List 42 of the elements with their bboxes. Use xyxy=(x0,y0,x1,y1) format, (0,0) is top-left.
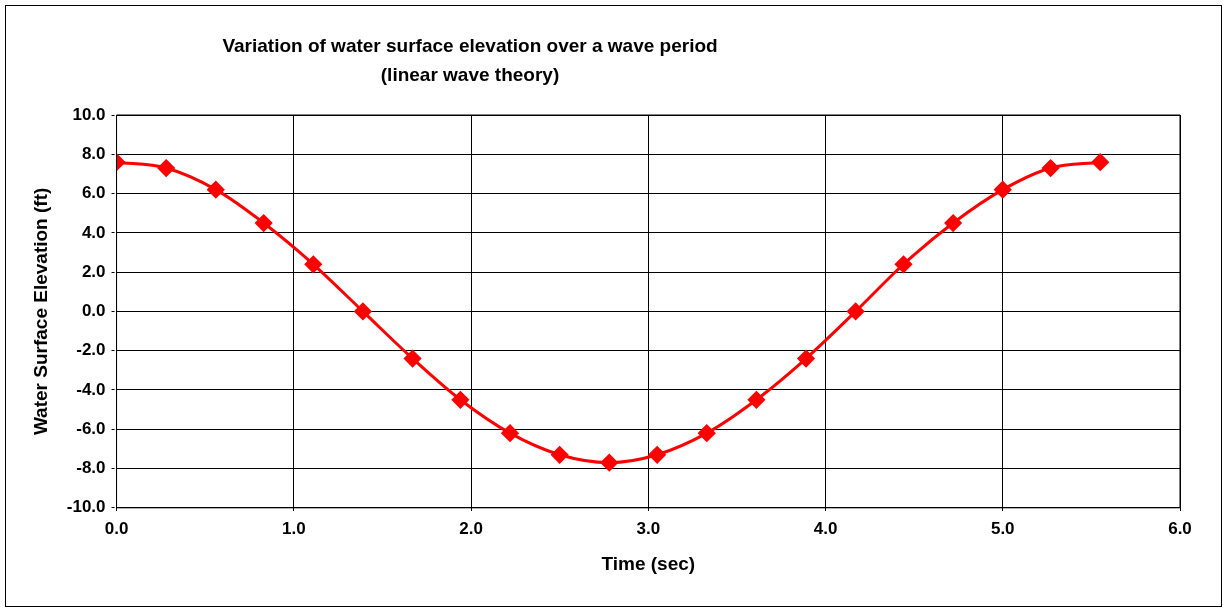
point xyxy=(1042,159,1060,177)
point xyxy=(600,454,618,472)
point xyxy=(994,181,1012,199)
y-tick-label: -2.0 xyxy=(76,340,106,360)
x-axis-title: Time (sec) xyxy=(601,552,696,574)
point xyxy=(207,181,225,199)
point xyxy=(354,302,372,320)
y-tick-label: 4.0 xyxy=(81,222,106,242)
chart-title: Variation of water surface elevation over a wave period xyxy=(222,35,718,57)
point xyxy=(847,302,865,320)
x-tick-label: 0.0 xyxy=(104,518,129,538)
y-tick-label: -6.0 xyxy=(76,418,106,438)
point xyxy=(895,255,912,273)
point xyxy=(797,350,815,368)
x-tick-label: 1.0 xyxy=(281,518,306,538)
point xyxy=(648,446,666,464)
x-tick-label: 4.0 xyxy=(813,518,838,538)
point xyxy=(404,350,422,368)
point xyxy=(451,391,469,409)
point xyxy=(255,214,273,232)
x-tick-label: 6.0 xyxy=(1168,518,1192,538)
y-tick-label: -4.0 xyxy=(76,379,106,399)
point xyxy=(157,159,175,177)
point xyxy=(1091,153,1109,171)
x-tick-label: 2.0 xyxy=(459,518,483,538)
y-tick-label: -8.0 xyxy=(76,458,106,478)
chart-subtitle: (linear wave theory) xyxy=(380,64,560,86)
y-tick-label: 6.0 xyxy=(81,183,106,203)
point xyxy=(304,255,322,273)
point xyxy=(747,391,765,409)
y-tick-label: 10.0 xyxy=(72,104,106,124)
y-tick-label: 8.0 xyxy=(81,143,106,163)
y-axis-title: Water Surface Elevation (ft) xyxy=(29,187,51,436)
point xyxy=(698,424,716,442)
point xyxy=(944,214,962,232)
y-tick-label: 0.0 xyxy=(81,301,106,321)
y-tick-label: 2.0 xyxy=(81,261,106,281)
point xyxy=(501,424,519,442)
x-tick-label: 3.0 xyxy=(636,518,661,538)
y-tick-label: -10.0 xyxy=(66,497,106,517)
point xyxy=(551,446,569,464)
x-tick-label: 5.0 xyxy=(990,518,1015,538)
